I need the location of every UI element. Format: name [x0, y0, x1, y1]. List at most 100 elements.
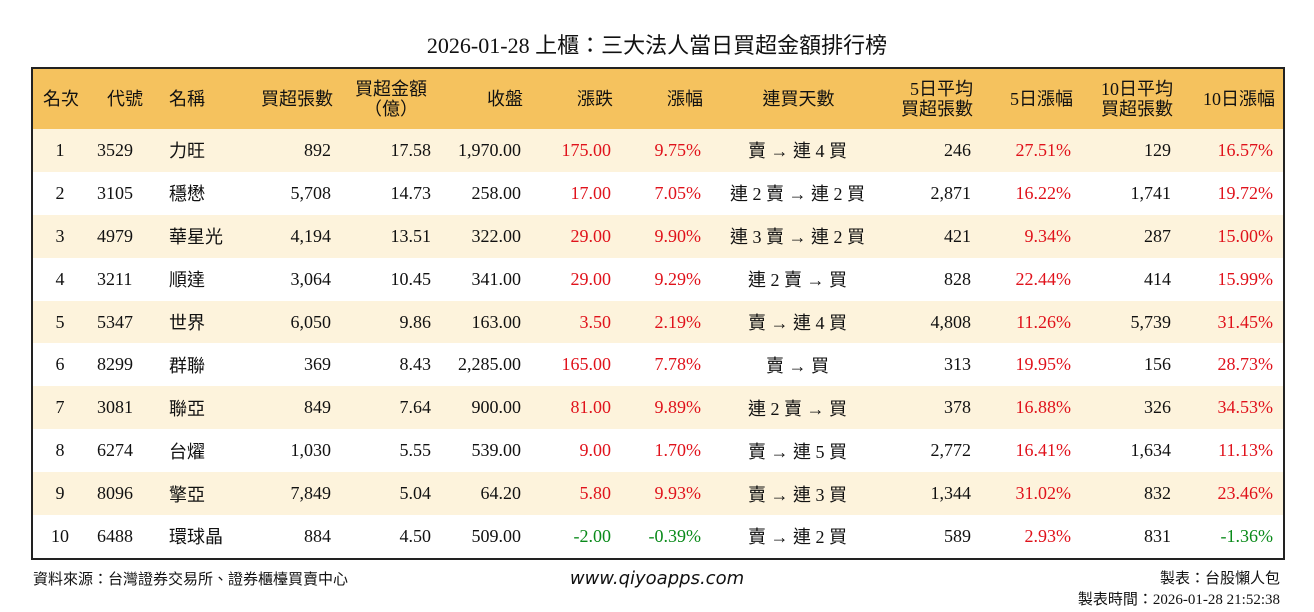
column-header: 名稱	[161, 68, 241, 129]
cell: 穩懋	[169, 184, 205, 205]
cell: 64.20	[441, 472, 531, 516]
cell: -0.39%	[648, 525, 702, 546]
cell: 1.70%	[654, 440, 702, 461]
cell: 13.51	[341, 214, 441, 258]
cell: 2,871	[930, 182, 972, 203]
cell: 27.51%	[981, 129, 1081, 172]
cell: 8096	[89, 472, 161, 516]
time: 製表時間：2026-01-28 21:52:38	[1077, 592, 1280, 608]
cell: 3	[32, 214, 89, 258]
cell: 175.00	[531, 129, 621, 172]
cell: 3081	[89, 386, 161, 430]
cell: 8.43	[399, 354, 432, 375]
cell: 7,849	[241, 472, 341, 516]
column-header: 買超張數	[241, 68, 341, 129]
table-row: 10 6488 環球晶 884 4.50 509.00 -2.00 -0.39% 賣 → 連 2…	[32, 515, 1284, 559]
cell: 5.80	[531, 472, 621, 516]
cell: 19.95%	[1015, 354, 1072, 375]
cell: 23.46%	[1181, 472, 1284, 516]
cell: 369	[304, 354, 331, 375]
ranking-table: 名次 代號 名稱 買超張數 買超金額 （億） 收盤 漲跌 漲幅 連買天數 5日平均 買超張數 5日漲…	[31, 67, 1285, 560]
cell: 31.45%	[1181, 300, 1284, 344]
column-header: 10日平均 買超張數	[1081, 68, 1181, 129]
cell: 2.93%	[1024, 525, 1072, 546]
cell: 9	[32, 472, 89, 516]
cell: 509.00	[471, 525, 522, 546]
table-row: 4 3211 順達 3,064 10.45 341.00 29.00 9.29% 連 2 賣 →…	[32, 258, 1284, 301]
cell: 900.00	[441, 386, 531, 430]
cell: 246	[886, 129, 981, 172]
cell: 326	[1081, 386, 1181, 430]
cell: 9.29%	[654, 268, 702, 289]
cell: 28.73%	[1217, 354, 1274, 375]
cell: 19.72%	[1217, 182, 1274, 203]
cell: 賣 → 連 5 買	[748, 441, 847, 462]
column-header: 漲幅	[621, 68, 711, 129]
cell: 11.26%	[981, 300, 1081, 344]
cell: 2,772	[930, 440, 972, 461]
cell: 3105	[97, 182, 133, 203]
cell: 892	[241, 129, 341, 172]
cell: 1,741	[1130, 182, 1172, 203]
table-row: 2 3105 穩懋 5,708 14.73 258.00 17.00 7.05% 連 2 賣 →…	[32, 172, 1284, 215]
cell: 322.00	[441, 214, 531, 258]
cell: 5.04	[341, 472, 441, 516]
cell: 4	[55, 268, 65, 289]
cell: 5,708	[290, 182, 332, 203]
cell: 15.00%	[1181, 214, 1284, 258]
column-header: 代號	[89, 68, 161, 129]
cell: 9.34%	[981, 214, 1081, 258]
table-row: 1 3529 力旺 892 17.58 1,970.00 175.00 9.75% 賣 → 連 …	[32, 129, 1284, 172]
cell: 9.89%	[621, 386, 711, 430]
cell: 16.41%	[1015, 440, 1072, 461]
cell: 9.75%	[621, 129, 711, 172]
cell: -1.36%	[1220, 525, 1274, 546]
cell: 6488	[97, 525, 133, 546]
cell: 34.53%	[1181, 386, 1284, 430]
cell: 828	[944, 268, 971, 289]
cell: 華星光	[161, 214, 241, 258]
cell: 7.64	[341, 386, 441, 430]
table-row: 3 4979 華星光 4,194 13.51 322.00 29.00 9.90% 連 3 賣 …	[32, 214, 1284, 258]
cell: 3529	[89, 129, 161, 172]
table-row: 6 8299 群聯 369 8.43 2,285.00 165.00 7.78% 賣 → 買 31…	[32, 343, 1284, 386]
cell: 884	[304, 525, 331, 546]
cell: 1,030	[290, 440, 332, 461]
table-row: 8 6274 台燿 1,030 5.55 539.00 9.00 1.70% 賣 → 連 5 買…	[32, 429, 1284, 472]
cell: 群聯	[169, 355, 205, 376]
cell: 8299	[97, 354, 133, 375]
cell: 連 2 賣 → 連 2 買	[730, 184, 865, 205]
cell: 世界	[161, 300, 241, 344]
cell: 16.57%	[1181, 129, 1284, 172]
cell: 16.88%	[981, 386, 1081, 430]
cell: 2.19%	[621, 300, 711, 344]
cell: 台燿	[169, 441, 205, 462]
cell: 7.78%	[654, 354, 702, 375]
cell: 力旺	[161, 129, 241, 172]
cell: 4,194	[241, 214, 341, 258]
cell: 831	[1144, 525, 1171, 546]
cell: 31.02%	[981, 472, 1081, 516]
cell: 9.00	[579, 440, 612, 461]
cell: 7	[32, 386, 89, 430]
cell: 4,808	[886, 300, 981, 344]
cell: 賣 → 連 3 買	[711, 472, 886, 516]
table-body: 1 3529 力旺 892 17.58 1,970.00 175.00 9.75% 賣 → 連 …	[32, 129, 1284, 559]
cell: 421	[886, 214, 981, 258]
cell: 287	[1081, 214, 1181, 258]
cell: 7.05%	[654, 182, 702, 203]
column-header: 名次	[32, 68, 89, 129]
maker: 製表：台股懶人包	[1159, 571, 1280, 587]
cell: 14.73	[390, 182, 432, 203]
cell: 17.00	[570, 182, 612, 203]
cell: 聯亞	[161, 386, 241, 430]
column-header: 漲跌	[531, 68, 621, 129]
cell: 5,739	[1081, 300, 1181, 344]
cell: 1,634	[1130, 440, 1172, 461]
cell: 連 3 賣 → 連 2 買	[711, 214, 886, 258]
source: 資料來源：台灣證券交易所、證券櫃檯買賣中心	[33, 572, 349, 588]
cell: 賣 → 連 2 買	[748, 527, 847, 548]
cell: 10	[51, 525, 69, 546]
